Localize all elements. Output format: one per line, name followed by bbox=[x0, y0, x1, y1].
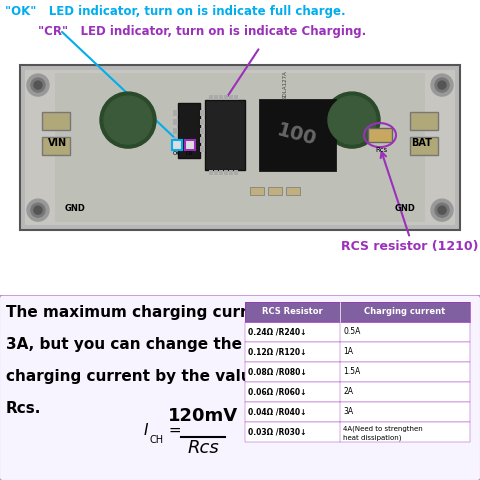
Bar bbox=[234, 170, 238, 175]
Bar bbox=[173, 137, 178, 143]
Bar bbox=[178, 103, 200, 158]
Bar bbox=[229, 170, 233, 175]
Bar bbox=[172, 140, 182, 150]
Text: VIN: VIN bbox=[48, 138, 68, 148]
Text: 4A(Need to strengthen: 4A(Need to strengthen bbox=[343, 426, 423, 432]
Bar bbox=[245, 422, 470, 442]
Bar bbox=[245, 302, 470, 322]
Text: 0.24Ω /R240↓: 0.24Ω /R240↓ bbox=[248, 327, 307, 336]
Bar bbox=[20, 65, 460, 230]
Circle shape bbox=[27, 74, 49, 96]
Circle shape bbox=[431, 199, 453, 221]
Bar bbox=[214, 170, 218, 175]
Text: 0.12Ω /R120↓: 0.12Ω /R120↓ bbox=[248, 348, 307, 356]
Text: BAT: BAT bbox=[411, 138, 432, 148]
Bar bbox=[173, 119, 178, 125]
Text: 1.5A: 1.5A bbox=[343, 367, 360, 376]
Text: 1A: 1A bbox=[343, 348, 353, 356]
Text: 120mV: 120mV bbox=[168, 407, 238, 425]
Bar bbox=[224, 95, 228, 100]
Text: 0.08Ω /R080↓: 0.08Ω /R080↓ bbox=[248, 367, 307, 376]
Bar bbox=[200, 110, 205, 116]
Text: RCS resistor (1210): RCS resistor (1210) bbox=[341, 240, 479, 253]
Bar bbox=[250, 187, 264, 195]
Bar bbox=[173, 146, 178, 152]
Text: Rcs: Rcs bbox=[187, 439, 219, 457]
Bar bbox=[219, 95, 223, 100]
Circle shape bbox=[438, 81, 446, 89]
Text: heat dissipation): heat dissipation) bbox=[343, 435, 401, 441]
Bar bbox=[234, 95, 238, 100]
Circle shape bbox=[328, 96, 376, 144]
Text: 2A: 2A bbox=[343, 387, 353, 396]
Text: Rcs.: Rcs. bbox=[6, 401, 41, 416]
Circle shape bbox=[27, 199, 49, 221]
Bar bbox=[214, 95, 218, 100]
Text: CH: CH bbox=[150, 435, 164, 445]
Circle shape bbox=[435, 203, 449, 217]
Text: GND: GND bbox=[395, 204, 415, 213]
Bar bbox=[245, 382, 470, 402]
Bar bbox=[200, 137, 205, 143]
Text: Rcs: Rcs bbox=[376, 147, 388, 153]
Text: GND: GND bbox=[65, 204, 85, 213]
Bar bbox=[209, 170, 213, 175]
Bar bbox=[224, 170, 228, 175]
Bar bbox=[245, 302, 470, 322]
Text: OK: OK bbox=[173, 151, 181, 156]
Text: 0.06Ω /R060↓: 0.06Ω /R060↓ bbox=[248, 387, 307, 396]
Bar bbox=[200, 119, 205, 125]
Bar bbox=[260, 100, 335, 170]
Bar bbox=[173, 110, 178, 116]
Bar bbox=[200, 146, 205, 152]
Bar bbox=[229, 95, 233, 100]
Text: 0.04Ω /R040↓: 0.04Ω /R040↓ bbox=[248, 408, 307, 416]
Text: The maximum charging current is: The maximum charging current is bbox=[6, 305, 296, 320]
Text: 3A: 3A bbox=[343, 408, 353, 416]
Circle shape bbox=[324, 92, 380, 148]
Text: 0.5A: 0.5A bbox=[343, 327, 360, 336]
Bar bbox=[55, 73, 425, 222]
Bar bbox=[42, 137, 70, 155]
Text: SDLA127A: SDLA127A bbox=[283, 71, 288, 99]
FancyBboxPatch shape bbox=[0, 295, 480, 480]
Text: 3A, but you can change the: 3A, but you can change the bbox=[6, 337, 242, 352]
Text: 0.03Ω /R030↓: 0.03Ω /R030↓ bbox=[248, 427, 307, 436]
Bar bbox=[200, 128, 205, 134]
Text: "CR"   LED indicator, turn on is indicate Charging.: "CR" LED indicator, turn on is indicate … bbox=[38, 25, 366, 38]
Text: Charging current: Charging current bbox=[364, 307, 445, 316]
Text: RCS Resistor: RCS Resistor bbox=[262, 307, 323, 316]
Bar bbox=[209, 95, 213, 100]
Circle shape bbox=[34, 206, 42, 214]
Bar bbox=[410, 112, 438, 130]
Bar bbox=[245, 322, 470, 342]
Bar bbox=[245, 362, 470, 382]
Bar bbox=[219, 170, 223, 175]
Circle shape bbox=[100, 92, 156, 148]
Text: 100: 100 bbox=[275, 120, 319, 149]
Text: =: = bbox=[164, 423, 187, 438]
Text: CR: CR bbox=[186, 151, 194, 156]
Bar bbox=[185, 140, 195, 150]
Bar bbox=[245, 402, 470, 422]
Bar bbox=[368, 128, 392, 142]
Circle shape bbox=[31, 203, 45, 217]
Bar bbox=[286, 187, 300, 195]
Circle shape bbox=[31, 78, 45, 92]
Bar bbox=[410, 137, 438, 155]
Bar bbox=[42, 112, 70, 130]
Text: charging current by the value of: charging current by the value of bbox=[6, 369, 284, 384]
Circle shape bbox=[438, 206, 446, 214]
Circle shape bbox=[34, 81, 42, 89]
Circle shape bbox=[104, 96, 152, 144]
Bar bbox=[173, 128, 178, 134]
Bar bbox=[245, 342, 470, 362]
Bar bbox=[25, 70, 455, 225]
Bar bbox=[205, 100, 245, 170]
Text: I: I bbox=[144, 423, 148, 438]
Circle shape bbox=[435, 78, 449, 92]
Text: "OK"   LED indicator, turn on is indicate full charge.: "OK" LED indicator, turn on is indicate … bbox=[5, 5, 346, 18]
Circle shape bbox=[431, 74, 453, 96]
Bar bbox=[268, 187, 282, 195]
